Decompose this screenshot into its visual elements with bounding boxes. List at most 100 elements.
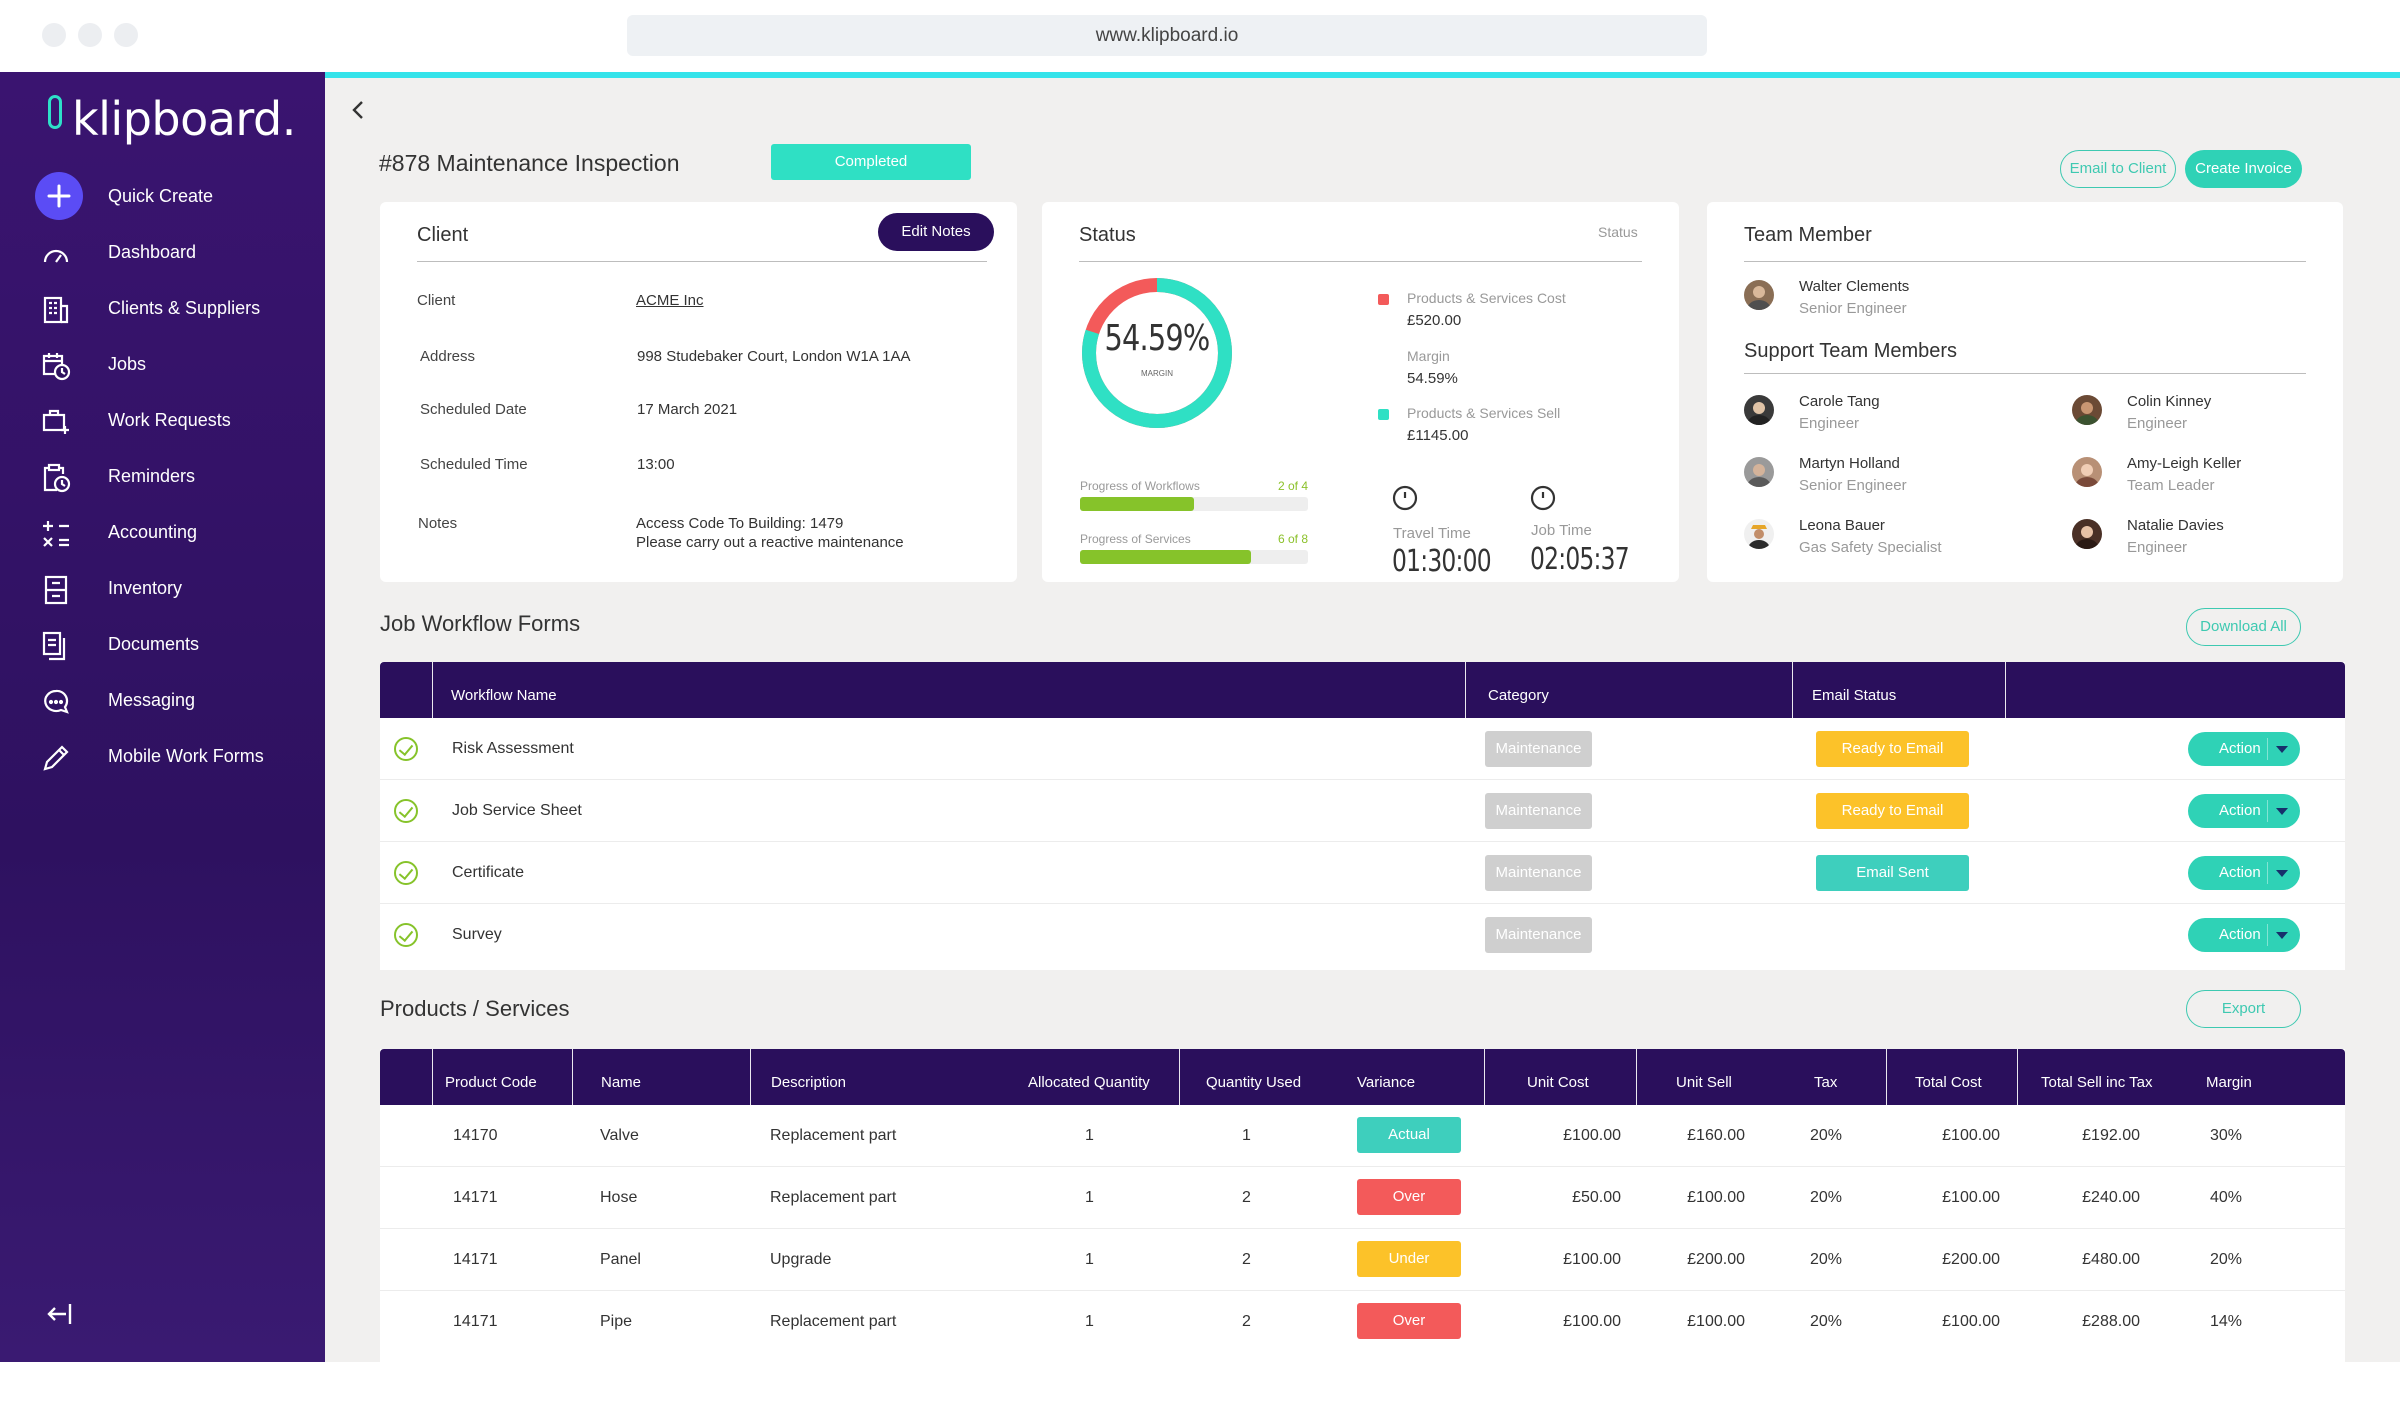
column-header[interactable]: Unit Sell xyxy=(1676,1074,1732,1091)
column-header[interactable]: Category xyxy=(1488,687,1549,704)
accent-top-bar xyxy=(325,72,2400,78)
services-progress-label: Progress of Services xyxy=(1080,532,1191,546)
email-status-badge: Email Sent xyxy=(1816,855,1969,891)
table-row[interactable]: 14171 Panel Upgrade 1 2 Under £100.00 £2… xyxy=(380,1229,2345,1291)
building-icon xyxy=(40,294,72,326)
action-divider xyxy=(2267,924,2268,946)
cost-legend-label: Products & Services Cost xyxy=(1407,290,1566,306)
caret-down-icon xyxy=(2276,932,2288,939)
category-badge: Maintenance xyxy=(1485,855,1592,891)
table-row[interactable]: Certificate Maintenance Email Sent Actio… xyxy=(380,842,2345,904)
column-header[interactable]: Unit Cost xyxy=(1527,1074,1589,1091)
workflows-section-title: Job Workflow Forms xyxy=(380,611,581,636)
sidebar-item-label: Quick Create xyxy=(108,186,214,206)
edit-notes-button[interactable]: Edit Notes xyxy=(878,213,994,251)
calculator-icon xyxy=(40,518,72,550)
column-header[interactable]: Description xyxy=(771,1074,847,1091)
sidebar-item-mobile-work-forms[interactable]: Mobile Work Forms xyxy=(0,734,325,782)
allocated-quantity: 1 xyxy=(1085,1189,1094,1206)
sidebar-item-jobs[interactable]: Jobs xyxy=(0,342,325,390)
action-dropdown[interactable]: Action xyxy=(2188,918,2300,952)
unit-cost: £50.00 xyxy=(1572,1189,1621,1206)
download-all-button[interactable]: Download All xyxy=(2186,608,2301,646)
status-badge: Completed xyxy=(771,144,971,180)
address-bar[interactable]: www.klipboard.io xyxy=(627,15,1707,56)
column-header[interactable]: Tax xyxy=(1814,1074,1838,1091)
sidebar-item-dashboard[interactable]: Dashboard xyxy=(0,230,325,278)
column-header[interactable]: Allocated Quantity xyxy=(1028,1074,1150,1091)
briefcase-plus-icon xyxy=(40,406,72,438)
member-role: Senior Engineer xyxy=(1799,477,1907,494)
action-dropdown[interactable]: Action xyxy=(2188,732,2300,766)
column-header[interactable]: Variance xyxy=(1357,1074,1416,1091)
variance-badge: Over xyxy=(1357,1303,1461,1339)
sidebar-item-inventory[interactable]: Inventory xyxy=(0,566,325,614)
table-row[interactable]: 14171 Hose Replacement part 1 2 Over £50… xyxy=(380,1167,2345,1229)
sidebar-item-reminders[interactable]: Reminders xyxy=(0,454,325,502)
column-header[interactable]: Margin xyxy=(2206,1074,2252,1091)
email-to-client-button[interactable]: Email to Client xyxy=(2060,150,2176,188)
chat-icon xyxy=(40,686,72,718)
sidebar-item-quick-create[interactable]: Quick Create xyxy=(0,172,325,220)
total-sell: £480.00 xyxy=(2082,1251,2140,1268)
action-dropdown[interactable]: Action xyxy=(2188,856,2300,890)
donut-value: 54.59% xyxy=(1104,318,1210,359)
clipboard-clock-icon xyxy=(40,462,72,494)
avatar xyxy=(2072,519,2102,549)
back-arrow-icon[interactable] xyxy=(347,96,371,124)
sidebar-item-messaging[interactable]: Messaging xyxy=(0,678,325,726)
collapse-sidebar-icon[interactable] xyxy=(44,1300,76,1328)
plus-icon xyxy=(35,172,83,220)
table-row[interactable]: 14170 Valve Replacement part 1 1 Actual … xyxy=(380,1105,2345,1167)
window-minimize-dot[interactable] xyxy=(78,23,102,47)
notes-line-2: Please carry out a reactive maintenance xyxy=(636,534,904,551)
margin: 40% xyxy=(2209,1189,2243,1206)
client-link[interactable]: ACME Inc xyxy=(636,292,704,309)
column-header[interactable]: Total Sell inc Tax xyxy=(2041,1074,2153,1091)
column-separator xyxy=(750,1049,751,1105)
sidebar-item-work-requests[interactable]: Work Requests xyxy=(0,398,325,446)
allocated-quantity: 1 xyxy=(1085,1251,1094,1268)
export-button[interactable]: Export xyxy=(2186,990,2301,1028)
cost-legend-swatch xyxy=(1378,294,1389,305)
window-close-dot[interactable] xyxy=(42,23,66,47)
status-card: Status Status 54.59% MARGIN Products & S… xyxy=(1042,202,1679,582)
column-header[interactable]: Email Status xyxy=(1812,687,1897,704)
klipboard-logo[interactable]: klipboard. xyxy=(48,92,296,146)
workflows-progress-label: Progress of Workflows xyxy=(1080,479,1200,493)
product-description: Upgrade xyxy=(770,1251,832,1268)
column-header[interactable]: Quantity Used xyxy=(1206,1074,1302,1091)
table-row[interactable]: Risk Assessment Maintenance Ready to Ema… xyxy=(380,718,2345,780)
sidebar-item-documents[interactable]: Documents xyxy=(0,622,325,670)
sidebar-item-label: Jobs xyxy=(108,354,147,374)
column-header[interactable]: Workflow Name xyxy=(451,687,557,704)
margin-donut-chart xyxy=(1082,278,1232,428)
tax: 20% xyxy=(1809,1251,1843,1268)
divider xyxy=(1079,261,1642,262)
sidebar-item-accounting[interactable]: Accounting xyxy=(0,510,325,558)
window-maximize-dot[interactable] xyxy=(114,23,138,47)
workflows-table: Workflow Name Category Email Status Risk… xyxy=(380,662,2345,970)
table-row[interactable]: Job Service Sheet Maintenance Ready to E… xyxy=(380,780,2345,842)
unit-sell: £100.00 xyxy=(1687,1313,1745,1330)
total-sell: £192.00 xyxy=(2082,1127,2140,1144)
product-description: Replacement part xyxy=(770,1313,897,1330)
completed-check-icon xyxy=(394,923,418,947)
services-progress-bar xyxy=(1080,550,1308,564)
column-header[interactable]: Product Code xyxy=(445,1074,537,1091)
create-invoice-button[interactable]: Create Invoice xyxy=(2185,150,2302,188)
column-header[interactable]: Total Cost xyxy=(1915,1074,1982,1091)
member-name: Carole Tang xyxy=(1799,393,1880,410)
column-separator xyxy=(1636,1049,1637,1105)
action-dropdown[interactable]: Action xyxy=(2188,794,2300,828)
total-sell: £288.00 xyxy=(2082,1313,2140,1330)
action-divider xyxy=(2267,800,2268,822)
margin-legend-label: Margin xyxy=(1407,348,1450,364)
sell-legend-label: Products & Services Sell xyxy=(1407,405,1561,421)
completed-check-icon xyxy=(394,799,418,823)
table-row[interactable]: Survey Maintenance Action xyxy=(380,904,2345,966)
logo-text: klipboard. xyxy=(72,92,296,146)
table-row[interactable]: 14171 Pipe Replacement part 1 2 Over £10… xyxy=(380,1291,2345,1353)
sidebar-item-clients-suppliers[interactable]: Clients & Suppliers xyxy=(0,286,325,334)
column-header[interactable]: Name xyxy=(601,1074,642,1091)
